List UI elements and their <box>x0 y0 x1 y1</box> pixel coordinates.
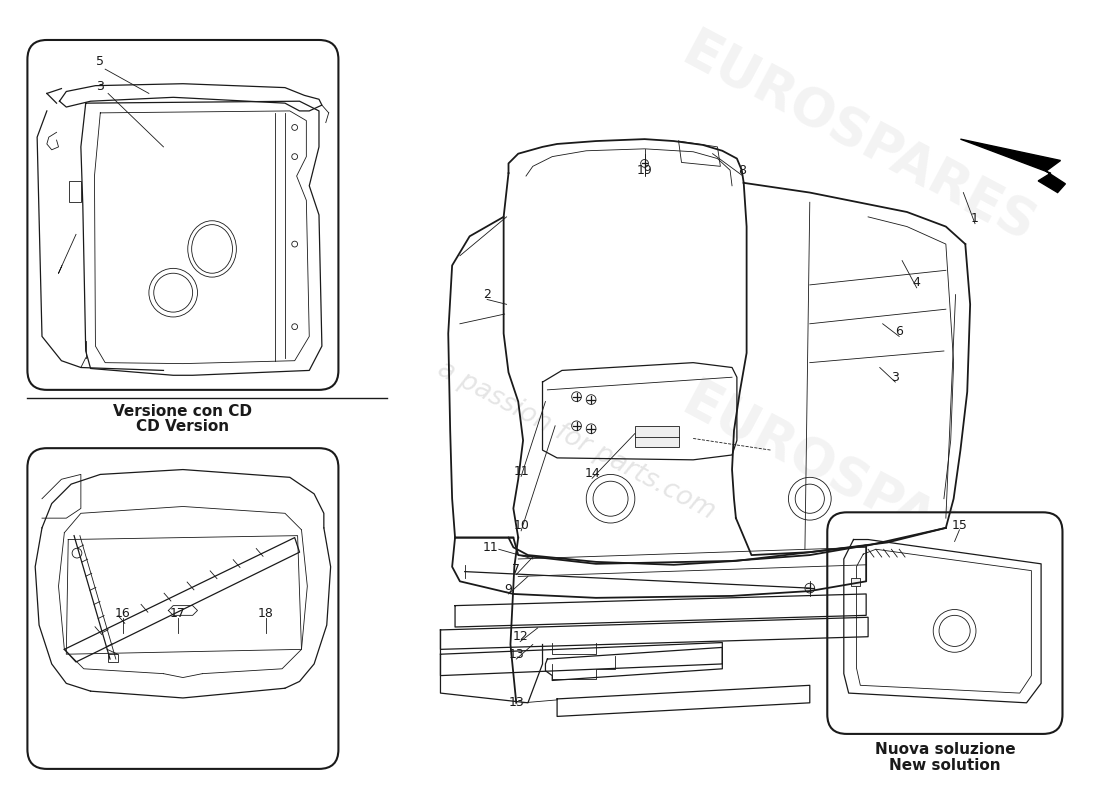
Text: CD Version: CD Version <box>136 419 230 434</box>
Text: 2: 2 <box>483 288 491 301</box>
Text: 13: 13 <box>508 648 525 661</box>
Text: 14: 14 <box>584 467 600 480</box>
Text: 10: 10 <box>514 519 529 533</box>
Text: Versione con CD: Versione con CD <box>113 404 252 418</box>
Text: 3: 3 <box>891 370 900 384</box>
Text: 13: 13 <box>508 696 525 710</box>
Text: 16: 16 <box>114 607 131 620</box>
FancyBboxPatch shape <box>28 448 339 769</box>
Text: 15: 15 <box>952 519 967 533</box>
Text: New solution: New solution <box>889 758 1001 773</box>
Text: 3: 3 <box>97 80 104 93</box>
Text: 1: 1 <box>971 212 979 226</box>
Text: 4: 4 <box>913 277 921 290</box>
Text: a passion for parts.com: a passion for parts.com <box>433 356 719 525</box>
Bar <box>108 654 118 662</box>
FancyBboxPatch shape <box>827 512 1063 734</box>
Text: 18: 18 <box>257 607 274 620</box>
Bar <box>635 426 679 447</box>
Text: 9: 9 <box>505 582 513 595</box>
Text: 12: 12 <box>513 630 528 643</box>
FancyBboxPatch shape <box>28 40 339 390</box>
Polygon shape <box>960 139 1066 193</box>
Text: 17: 17 <box>170 607 186 620</box>
Text: Nuova soluzione: Nuova soluzione <box>874 742 1015 757</box>
Text: 5: 5 <box>97 55 104 68</box>
Bar <box>850 578 860 586</box>
Text: 8: 8 <box>738 164 746 177</box>
Text: 11: 11 <box>514 465 529 478</box>
Text: EUROSPARES: EUROSPARES <box>673 374 1044 604</box>
Text: 19: 19 <box>637 164 652 177</box>
Bar <box>69 181 81 202</box>
Text: 6: 6 <box>895 325 903 338</box>
Text: 7: 7 <box>513 563 520 576</box>
Text: EUROSPARES: EUROSPARES <box>673 24 1044 254</box>
Text: 11: 11 <box>483 541 499 554</box>
